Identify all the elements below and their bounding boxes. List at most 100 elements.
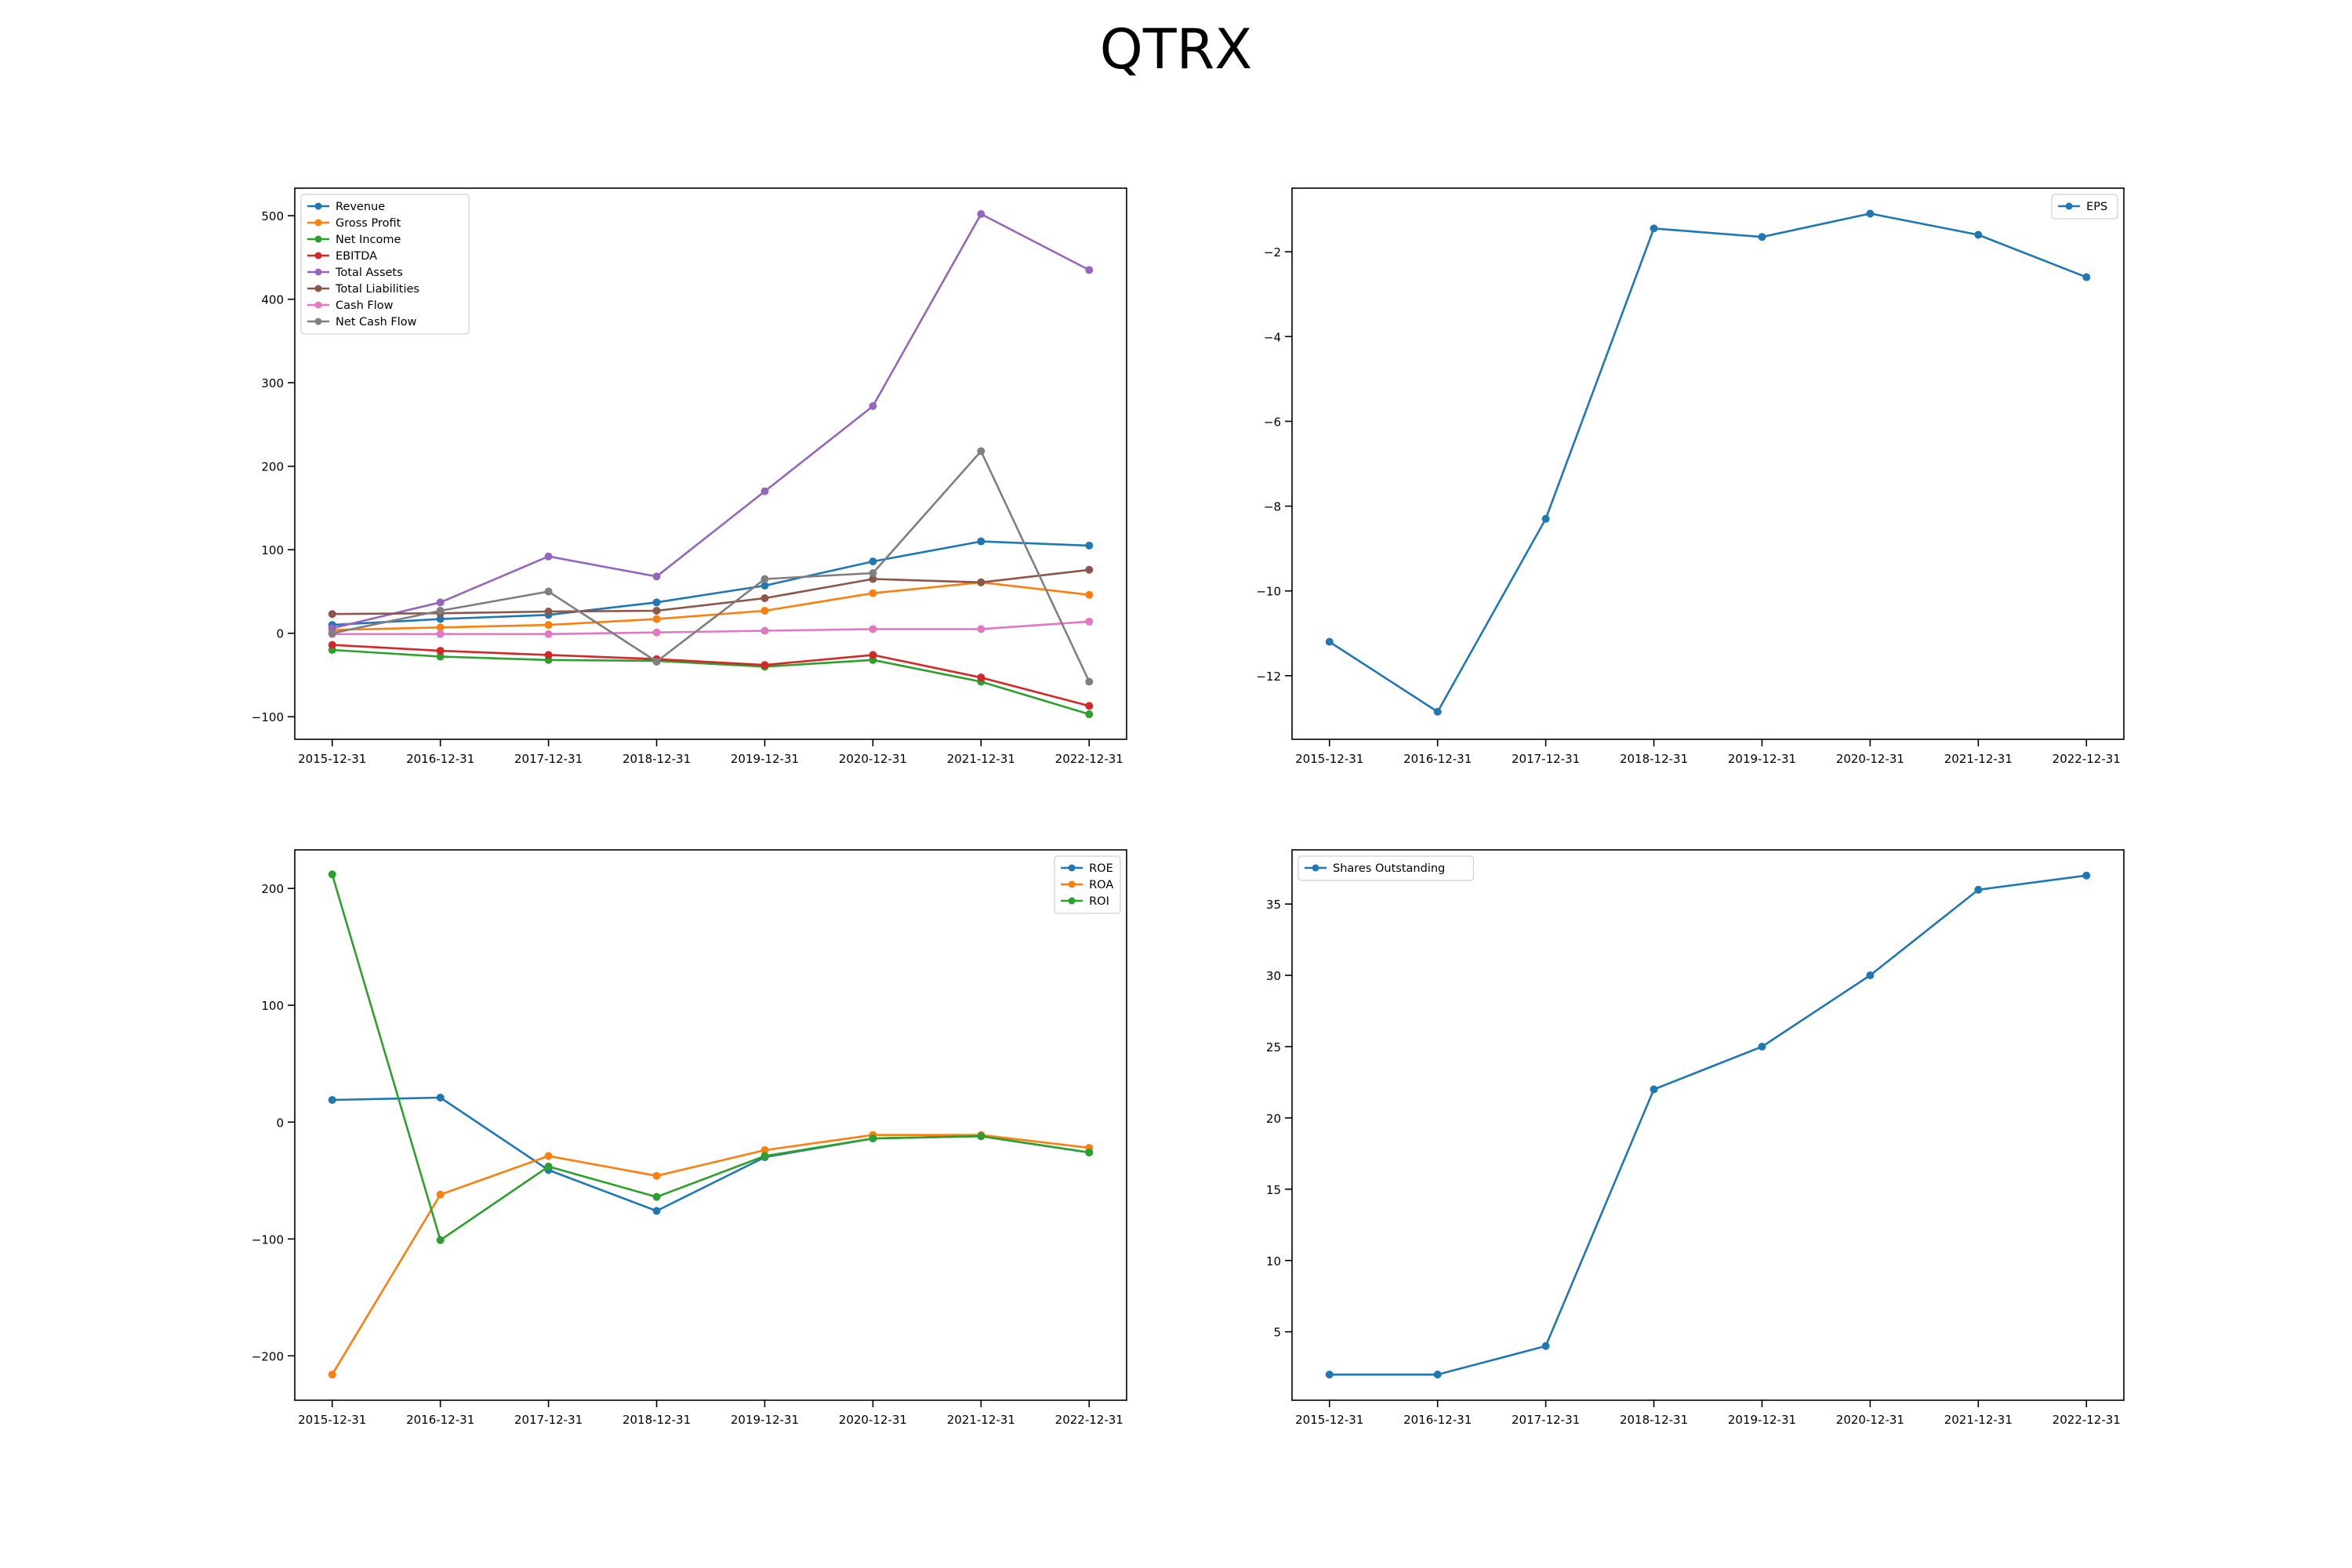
data-point [1541, 514, 1550, 523]
data-point [869, 402, 877, 411]
legend-label: EPS [2086, 201, 2107, 213]
legend-label: Net Income [336, 234, 401, 246]
legend-marker [314, 285, 322, 292]
series-total-assets [328, 210, 1094, 633]
data-point [760, 575, 769, 583]
legend-marker [314, 268, 322, 276]
series-gross-profit [328, 578, 1094, 634]
y-tick-label: −8 [1264, 500, 1281, 514]
x-tick-label: 2019-12-31 [1728, 752, 1796, 766]
x-tick-label: 2015-12-31 [298, 1413, 366, 1427]
data-point [1974, 885, 1983, 894]
data-point [1085, 710, 1094, 719]
y-tick-label: −10 [1256, 585, 1281, 599]
data-point [652, 657, 661, 666]
legend-marker [2065, 202, 2073, 210]
legend-label: Gross Profit [336, 217, 401, 230]
data-point [1085, 677, 1094, 686]
data-point [1085, 541, 1094, 550]
data-point [328, 1370, 336, 1379]
data-point [652, 1207, 661, 1215]
series-net-cash-flow [328, 447, 1094, 686]
series-line [332, 1096, 1090, 1212]
data-point [1433, 1370, 1442, 1379]
y-tick-label: 30 [1266, 969, 1281, 983]
plot-frame [294, 187, 1127, 740]
y-tick-label: −6 [1264, 415, 1281, 429]
data-point [869, 625, 877, 633]
data-point [328, 641, 336, 649]
data-point [436, 1093, 445, 1102]
legend: ROE ROA ROI [1054, 855, 1121, 914]
series-cash-flow [328, 617, 1094, 638]
data-point [1085, 266, 1094, 274]
y-tick-label: 25 [1266, 1040, 1281, 1054]
data-point [1085, 617, 1094, 626]
data-point [760, 593, 769, 602]
data-point [544, 621, 553, 630]
data-point [760, 606, 769, 615]
data-point [1085, 1149, 1094, 1157]
data-point [544, 608, 553, 616]
legend-marker [1312, 864, 1319, 872]
data-point [1650, 224, 1658, 233]
x-tick-label: 2020-12-31 [1836, 1413, 1904, 1427]
data-point [544, 1152, 553, 1160]
data-point [977, 578, 985, 586]
y-tick-label: 5 [1273, 1326, 1281, 1340]
data-point [436, 598, 445, 607]
legend-marker [314, 219, 322, 227]
legend-label: Revenue [336, 201, 385, 213]
chart-shares-outstanding: 5 10 15 20 25 30 35 2015-12-31 2016-12-31 2017-12… [1266, 849, 2125, 1427]
x-tick-label: 2019-12-31 [1728, 1413, 1796, 1427]
data-point [1541, 1341, 1550, 1350]
legend-marker [314, 301, 322, 309]
data-point [977, 625, 985, 633]
data-point [544, 1162, 553, 1171]
data-point [436, 1236, 445, 1244]
y-tick-label: −4 [1264, 330, 1281, 344]
data-point [652, 615, 661, 623]
data-point [652, 628, 661, 637]
x-tick-label: 2020-12-31 [839, 752, 907, 766]
y-tick-label: 200 [261, 882, 284, 896]
legend-marker [1068, 880, 1076, 888]
data-point [760, 626, 769, 635]
chart-eps: −12 −10 −8 −6 −4 −2 2015-12-31 2016-12-31 2017-1… [1256, 187, 2125, 766]
x-tick-label: 2017-12-31 [514, 1413, 583, 1427]
y-tick-label: 0 [276, 627, 284, 641]
x-tick-label: 2017-12-31 [1512, 1413, 1580, 1427]
y-tick-label: 500 [261, 209, 284, 223]
data-point [869, 1134, 877, 1143]
series-line [332, 620, 1090, 636]
data-point [1758, 233, 1766, 241]
x-tick-label: 2022-12-31 [1055, 752, 1123, 766]
x-tick-label: 2016-12-31 [406, 752, 474, 766]
legend-marker [1068, 897, 1076, 905]
data-point [1974, 230, 1983, 239]
legend-box [300, 194, 470, 335]
data-point [436, 606, 445, 615]
series-eps [1325, 209, 2091, 716]
data-point [977, 537, 985, 546]
data-point [2082, 871, 2091, 880]
x-tick-label: 2020-12-31 [839, 1413, 907, 1427]
x-tick-label: 2019-12-31 [731, 752, 799, 766]
x-tick-label: 2021-12-31 [1944, 752, 2013, 766]
x-tick-label: 2015-12-31 [1295, 752, 1363, 766]
legend-label: Shares Outstanding [1333, 862, 1445, 875]
data-point [869, 557, 877, 566]
x-tick-label: 2018-12-31 [622, 752, 691, 766]
legend: Revenue Gross Profit Net Income EBITDA Total… [300, 194, 470, 335]
y-tick-label: 10 [1266, 1254, 1281, 1269]
figure-title: QTRX [1099, 17, 1253, 82]
data-point [328, 870, 336, 879]
y-tick-label: 0 [276, 1116, 284, 1130]
data-point [760, 1152, 769, 1160]
data-point [436, 1190, 445, 1199]
data-point [436, 647, 445, 655]
x-tick-label: 2020-12-31 [1836, 752, 1904, 766]
x-tick-label: 2022-12-31 [2053, 1413, 2121, 1427]
legend-label: EBITDA [336, 250, 377, 263]
